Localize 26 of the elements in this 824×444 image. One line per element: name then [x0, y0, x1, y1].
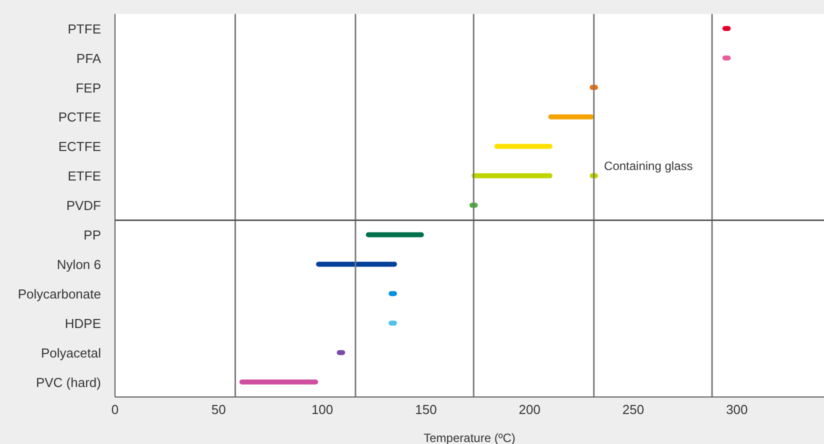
bar — [316, 262, 397, 267]
x-tick-label: 100 — [311, 402, 334, 418]
y-tick-label: PTFE — [68, 21, 102, 36]
x-tick-label: 0 — [111, 402, 119, 418]
x-tick-label: 200 — [518, 402, 540, 418]
y-tick-label: PFA — [76, 50, 102, 66]
y-tick-label: Polyacetal — [41, 345, 102, 360]
y-tick-label: ECTFE — [58, 139, 102, 154]
bar — [239, 380, 318, 385]
y-tick-label: PCTFE — [58, 110, 102, 125]
y-tick-label: FEP — [76, 80, 101, 96]
y-tick-label: ETFE — [68, 168, 102, 184]
x-tick-label: 250 — [622, 402, 644, 418]
bar — [494, 144, 552, 149]
bar — [366, 232, 424, 238]
bar — [548, 114, 594, 120]
y-tick-label: PP — [84, 228, 101, 243]
y-tick-label: Polycarbonate — [18, 286, 101, 302]
x-tick-label: 50 — [211, 402, 226, 418]
y-tick-label: HDPE — [64, 316, 102, 331]
y-tick-label: PVDF — [66, 198, 102, 214]
x-tick-label: 150 — [415, 402, 437, 418]
x-tick-label: 300 — [726, 402, 748, 418]
y-tick-label: Nylon 6 — [56, 257, 101, 272]
y-tick-label: PVC (hard) — [36, 374, 101, 390]
annotation: Containing glass — [604, 159, 693, 174]
